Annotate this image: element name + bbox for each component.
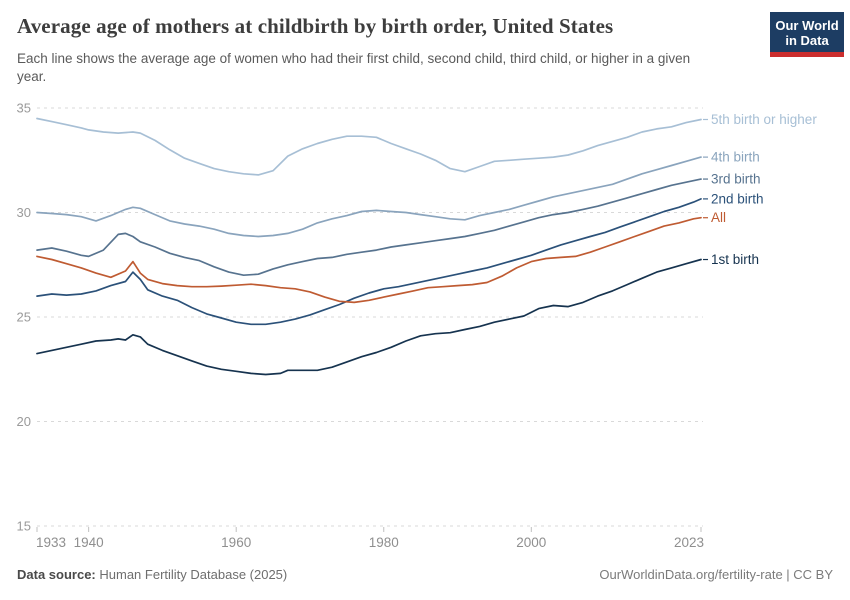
series-line-1st-birth: [36, 258, 702, 376]
x-axis-tick-label: 2023: [674, 535, 704, 550]
y-axis-tick-label: 35: [17, 101, 31, 116]
x-axis-tick-label: 1960: [221, 535, 251, 550]
series-line-5th-birth-or-higher: [36, 117, 702, 176]
legend-label-all[interactable]: All: [711, 210, 726, 225]
y-axis-tick-label: 25: [17, 310, 31, 325]
x-axis-tick-label: 2000: [516, 535, 546, 550]
series-line-2nd-birth: [36, 198, 702, 326]
legend-label-2nd-birth[interactable]: 2nd birth: [711, 191, 764, 206]
data-source-value: Human Fertility Database (2025): [99, 567, 288, 582]
legend-label-5th-birth-or-higher[interactable]: 5th birth or higher: [711, 112, 817, 127]
attribution: OurWorldinData.org/fertility-rate | CC B…: [599, 567, 833, 582]
chart-subtitle: Each line shows the average age of women…: [17, 51, 691, 84]
y-axis-tick-label: 15: [17, 519, 31, 534]
owid-logo-line2: in Data: [785, 33, 829, 48]
x-axis-tick-label: 1980: [369, 535, 399, 550]
legend-label-3rd-birth[interactable]: 3rd birth: [711, 172, 761, 187]
x-axis-tick-label: 1933: [36, 535, 66, 550]
series-line-4th-birth: [36, 156, 702, 238]
page-title: Average age of mothers at childbirth by …: [17, 14, 614, 38]
data-source-label: Data source:: [17, 567, 96, 582]
legend-label-1st-birth[interactable]: 1st birth: [711, 252, 759, 267]
y-axis-tick-label: 30: [17, 205, 31, 220]
y-axis-tick-label: 20: [17, 414, 31, 429]
legend-label-4th-birth[interactable]: 4th birth: [711, 150, 760, 165]
series-line-all: [36, 216, 702, 304]
owid-logo-line1: Our World: [775, 18, 839, 33]
data-source: Data source: Human Fertility Database (2…: [17, 567, 287, 582]
owid-logo: Our World in Data: [770, 12, 844, 57]
x-axis-tick-label: 1940: [74, 535, 104, 550]
series-line-3rd-birth: [36, 178, 702, 277]
